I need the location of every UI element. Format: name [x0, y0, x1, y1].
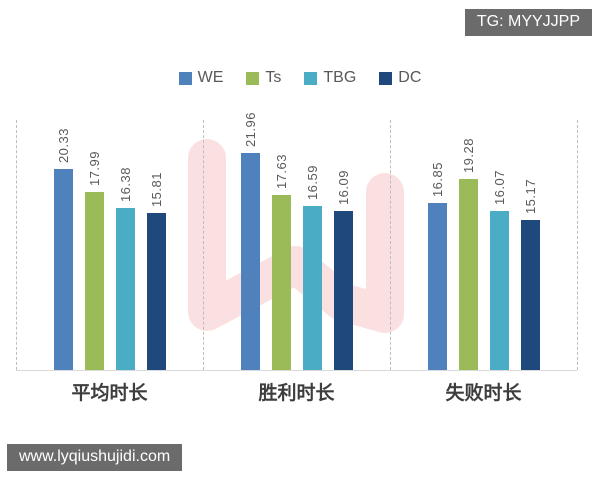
bar-ts	[458, 179, 478, 370]
bar-ts	[271, 195, 291, 370]
category-label: 平均时长	[71, 383, 148, 404]
bar-dc	[520, 220, 540, 370]
bar-cell: 16.85	[427, 161, 447, 370]
legend-item-we: WE	[178, 69, 224, 86]
legend-label: TBG	[323, 69, 357, 86]
bar-value-label: 15.17	[522, 178, 538, 214]
bar-value-label: 17.99	[86, 150, 102, 186]
legend-item-ts: Ts	[246, 70, 281, 86]
bar-cell: 16.38	[115, 166, 135, 370]
bar-value-label: 16.09	[335, 169, 351, 205]
bar-cell: 21.96	[240, 111, 260, 370]
bar-we	[53, 169, 73, 370]
bar-group: 20.33 17.99 16.38 15.81	[16, 128, 203, 370]
legend-label: WE	[197, 69, 224, 86]
legend-item-dc: DC	[379, 70, 421, 86]
x-axis-line	[16, 370, 577, 371]
bar-ts	[84, 192, 104, 370]
bar-value-label: 16.85	[429, 161, 445, 197]
category-axis: 平均时长 胜利时长 失败时长	[16, 378, 577, 405]
dashed-separator	[16, 120, 17, 370]
bar-cell: 16.59	[302, 164, 322, 370]
telegram-watermark-badge: TG: MYYJJPP	[464, 9, 592, 36]
bar-value-label: 19.28	[460, 137, 476, 173]
category-label: 胜利时长	[258, 383, 335, 404]
bar-tbg	[489, 211, 509, 370]
bar-cell: 17.99	[84, 150, 104, 370]
legend-swatch-icon	[246, 71, 260, 85]
legend-label: Ts	[265, 69, 282, 86]
bar-value-label: 17.63	[273, 153, 289, 189]
bar-cell: 16.09	[333, 169, 353, 370]
bar-cell: 19.28	[458, 137, 478, 370]
bar-value-label: 16.07	[491, 169, 507, 205]
legend-label: DC	[398, 69, 422, 86]
legend-swatch-icon	[304, 71, 318, 85]
plot-groups: 20.33 17.99 16.38 15.81 21.96 17.63 16.59 16.09…	[16, 0, 577, 370]
bar-value-label: 16.59	[304, 164, 320, 200]
bar-tbg	[115, 208, 135, 370]
category-label: 失败时长	[445, 383, 522, 404]
plot-area: 20.33 17.99 16.38 15.81 21.96 17.63 16.59 16.09…	[16, 0, 578, 370]
bar-we	[240, 153, 260, 370]
bar-tbg	[302, 206, 322, 370]
bar-cell: 17.63	[271, 153, 291, 370]
bar-value-label: 21.96	[242, 111, 258, 147]
dashed-separator	[390, 120, 391, 370]
bar-cell: 15.17	[520, 178, 540, 370]
bar-cell: 15.81	[146, 171, 166, 370]
website-watermark-badge: www.lyqiushujidi.com	[7, 444, 183, 471]
bar-value-label: 16.38	[117, 166, 133, 202]
bar-group: 21.96 17.63 16.59 16.09	[203, 112, 390, 370]
legend-swatch-icon	[178, 71, 192, 85]
dashed-separator	[577, 120, 578, 370]
bar-cell: 16.07	[489, 169, 509, 370]
legend: WE Ts TBG DC	[0, 70, 600, 86]
dashed-separator	[203, 120, 204, 370]
bar-value-label: 20.33	[55, 127, 71, 163]
bar-value-label: 15.81	[148, 171, 164, 207]
bar-group: 16.85 19.28 16.07 15.17	[390, 138, 577, 370]
bar-we	[427, 203, 447, 370]
bar-dc	[146, 213, 166, 370]
legend-swatch-icon	[379, 71, 393, 85]
legend-item-tbg: TBG	[304, 70, 356, 86]
bar-cell: 20.33	[53, 127, 73, 370]
bar-dc	[333, 211, 353, 370]
